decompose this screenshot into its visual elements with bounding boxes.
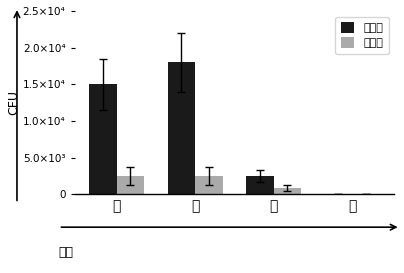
Bar <box>274 188 301 194</box>
Bar <box>168 62 195 194</box>
Bar <box>246 176 274 194</box>
Bar <box>195 176 223 194</box>
Bar <box>89 84 116 194</box>
Y-axis label: CFU: CFU <box>7 90 20 115</box>
Bar <box>116 176 144 194</box>
Text: 器官: 器官 <box>59 245 74 259</box>
Legend: 第一天, 第三天: 第一天, 第三天 <box>335 16 389 54</box>
